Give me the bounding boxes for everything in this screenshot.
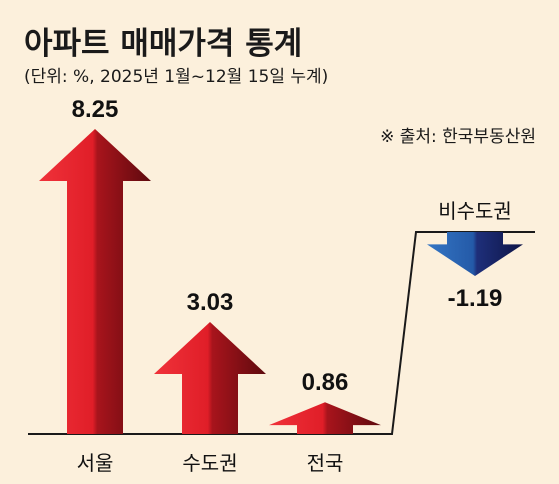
chart-title: 아파트 매매가격 통계	[24, 26, 302, 62]
category-label-2: 수도권	[182, 451, 237, 475]
chart-marks: 8.25 서울 3.03 수도권 0.86 전국 -1.19 비수도권	[39, 96, 523, 475]
category-label-3: 전국	[307, 451, 344, 475]
source-note: ※ 출처: 한국부동산원	[380, 127, 536, 147]
arrow-bar-2	[154, 321, 266, 434]
value-label-4: -1.19	[448, 285, 503, 312]
category-label-1: 서울	[77, 451, 114, 475]
category-label-4: 비수도권	[438, 199, 512, 223]
value-label-3: 0.86	[302, 369, 349, 396]
arrow-bar-1	[39, 129, 151, 434]
value-label-2: 3.03	[187, 289, 234, 316]
arrow-bar-3	[269, 402, 381, 434]
chart-subtitle: (단위: %, 2025년 1월~12월 15일 누계)	[24, 67, 328, 87]
arrow-bar-4	[427, 232, 523, 276]
value-label-1: 8.25	[72, 96, 119, 123]
